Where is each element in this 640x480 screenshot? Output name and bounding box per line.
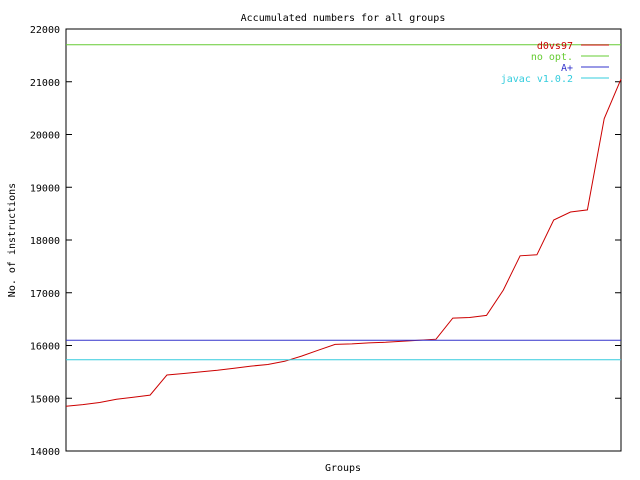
y-tick-label-3: 17000	[30, 289, 60, 300]
y-tick-label-1: 15000	[30, 394, 60, 405]
y-tick-label-8: 22000	[30, 25, 60, 36]
plot-frame	[65, 28, 622, 452]
chart-title: Accumulated numbers for all groups	[241, 13, 446, 24]
y-axis-ticks: 14000 15000 16000 17000 18000 19000 20000 21000…	[30, 25, 621, 458]
series-line-0	[65, 78, 622, 407]
legend-label-0: d0vs97	[537, 41, 573, 52]
series-layer	[65, 44, 622, 407]
y-tick-label-7: 21000	[30, 78, 60, 89]
y-tick-label-6: 20000	[30, 131, 60, 142]
y-tick-label-2: 16000	[30, 342, 60, 353]
legend-label-3: javac v1.0.2	[501, 74, 573, 85]
y-axis-label: No. of instructions	[7, 183, 18, 297]
y-tick-label-4: 18000	[30, 236, 60, 247]
y-tick-label-5: 19000	[30, 183, 60, 194]
y-tick-label-0: 14000	[30, 447, 60, 458]
legend-label-2: A+	[561, 63, 573, 74]
x-axis-label: Groups	[325, 463, 361, 474]
legend-label-1: no opt.	[531, 52, 573, 63]
